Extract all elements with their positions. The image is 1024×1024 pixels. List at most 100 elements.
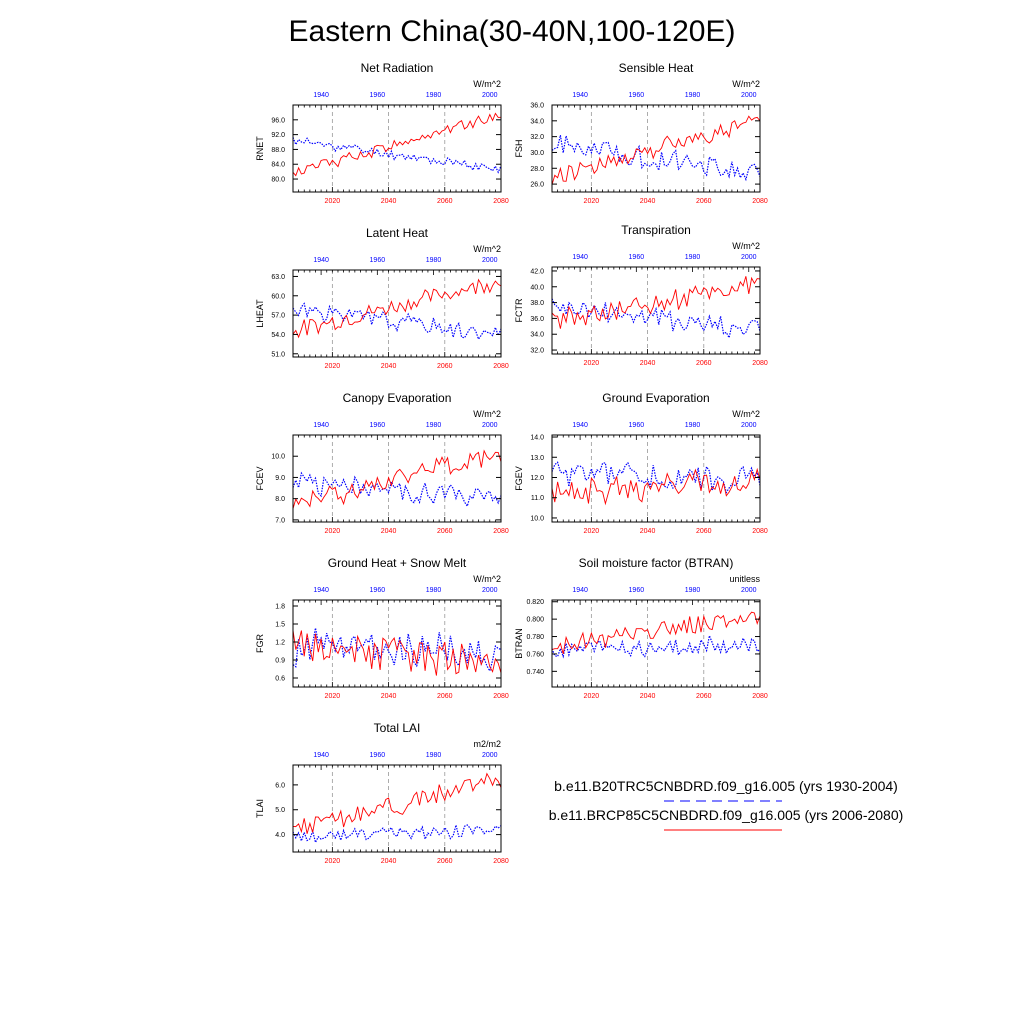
series-line-future <box>292 772 502 834</box>
x-tick-label-bottom: 2040 <box>381 858 397 865</box>
y-tick-label: 12.0 <box>530 475 544 482</box>
chart-panel-btran: Soil moisture factor (BTRAN) unitless BTRA… <box>514 556 768 700</box>
legend-label-historical: b.e11.B20TRC5CNBDRD.f09_g16.005 (yrs 193… <box>554 778 898 794</box>
plot-frame <box>551 599 761 688</box>
x-tick-label-top: 1940 <box>572 587 588 594</box>
x-tick-label-top: 1980 <box>685 92 701 99</box>
x-tick-label-bottom: 2060 <box>437 528 453 535</box>
y-tick-label: 54.0 <box>271 332 285 339</box>
x-tick-label-top: 1940 <box>313 257 329 264</box>
chart-units-label: W/m^2 <box>473 244 501 254</box>
chart-units-label: W/m^2 <box>473 574 501 584</box>
y-tick-label: 32.0 <box>530 134 544 141</box>
y-tick-label: 4.0 <box>275 832 285 839</box>
chart-title: Total LAI <box>374 721 421 735</box>
x-tick-label-bottom: 2020 <box>325 858 341 865</box>
x-tick-label-top: 1980 <box>685 254 701 261</box>
x-tick-label-top: 1940 <box>572 422 588 429</box>
y-tick-label: 34.0 <box>530 118 544 125</box>
chart-units-label: W/m^2 <box>732 409 760 419</box>
x-tick-label-bottom: 2040 <box>640 360 656 367</box>
y-tick-label: 14.0 <box>530 435 544 442</box>
x-tick-label-bottom: 2040 <box>640 693 656 700</box>
x-tick-label-bottom: 2040 <box>381 363 397 370</box>
x-tick-label-bottom: 2080 <box>493 693 509 700</box>
series-line-historical <box>292 627 502 673</box>
series-line-future <box>292 112 502 177</box>
x-tick-label-bottom: 2060 <box>696 198 712 205</box>
y-tick-label: 0.6 <box>275 676 285 683</box>
x-tick-label-top: 1940 <box>313 752 329 759</box>
y-tick-label: 40.0 <box>530 284 544 291</box>
y-tick-label: 30.0 <box>530 150 544 157</box>
x-tick-label-top: 1960 <box>370 422 386 429</box>
chart-panel-fcev: Canopy Evaporation W/m^2 FCEV 7.0 8.0 9.0 10.0… <box>255 391 509 535</box>
x-tick-label-bottom: 2020 <box>584 693 600 700</box>
chart-ylabel: TLAI <box>255 799 265 818</box>
x-tick-label-bottom: 2060 <box>437 198 453 205</box>
x-tick-label-bottom: 2060 <box>696 360 712 367</box>
y-tick-label: 63.0 <box>271 274 285 281</box>
chart-ylabel: FCTR <box>514 298 524 322</box>
x-tick-label-top: 1980 <box>426 92 442 99</box>
x-tick-label-bottom: 2060 <box>437 693 453 700</box>
chart-ylabel: FGEV <box>514 466 524 491</box>
plot-frame <box>551 104 761 193</box>
x-tick-label-bottom: 2080 <box>493 363 509 370</box>
chart-title: Latent Heat <box>366 226 429 240</box>
x-tick-label-top: 2000 <box>741 254 757 261</box>
x-tick-label-bottom: 2060 <box>696 693 712 700</box>
x-tick-label-bottom: 2020 <box>325 693 341 700</box>
y-tick-label: 0.9 <box>275 658 285 665</box>
chart-panel-fgev: Ground Evaporation W/m^2 FGEV 10.0 11.0 12.0 1… <box>514 391 768 535</box>
chart-title: Net Radiation <box>361 61 434 75</box>
legend-label-future: b.e11.BRCP85C5CNBDRD.f09_g16.005 (yrs 20… <box>549 807 904 823</box>
chart-title: Canopy Evaporation <box>343 391 452 405</box>
chart-units-label: unitless <box>729 574 760 584</box>
plot-frame <box>292 434 502 523</box>
x-tick-label-bottom: 2020 <box>584 528 600 535</box>
x-tick-label-bottom: 2080 <box>752 528 768 535</box>
x-tick-label-bottom: 2040 <box>381 198 397 205</box>
x-tick-label-top: 2000 <box>482 257 498 264</box>
y-tick-label: 96.0 <box>271 117 285 124</box>
x-tick-label-top: 1960 <box>370 587 386 594</box>
x-tick-label-bottom: 2020 <box>325 528 341 535</box>
series-line-future <box>292 278 502 339</box>
x-tick-label-top: 2000 <box>482 92 498 99</box>
y-tick-label: 0.800 <box>526 617 544 624</box>
x-tick-label-top: 1940 <box>572 92 588 99</box>
panel-grid: Net Radiation W/m^2 RNET 80.0 84.0 88.0 92.0 96… <box>255 61 768 865</box>
x-tick-label-bottom: 2020 <box>325 198 341 205</box>
x-tick-label-top: 2000 <box>741 92 757 99</box>
series-line-future <box>292 449 502 509</box>
series-line-future <box>551 276 761 329</box>
y-tick-label: 57.0 <box>271 313 285 320</box>
plot-frame <box>292 104 502 193</box>
y-tick-label: 9.0 <box>275 475 285 482</box>
x-tick-label-top: 2000 <box>741 422 757 429</box>
chart-ylabel: RNET <box>255 136 265 161</box>
series-line-historical <box>292 824 502 845</box>
x-tick-label-bottom: 2080 <box>493 858 509 865</box>
x-tick-label-bottom: 2020 <box>584 198 600 205</box>
plot-frame <box>292 599 502 688</box>
y-tick-label: 60.0 <box>271 293 285 300</box>
x-tick-label-bottom: 2020 <box>584 360 600 367</box>
y-tick-label: 26.0 <box>530 182 544 189</box>
chart-units-label: m2/m2 <box>473 739 501 749</box>
x-tick-label-top: 2000 <box>482 587 498 594</box>
x-tick-label-bottom: 2080 <box>493 528 509 535</box>
y-tick-label: 10.0 <box>530 515 544 522</box>
chart-panel-fctr: Transpiration W/m^2 FCTR 32.0 34.0 36.0 38.0 40… <box>514 223 768 367</box>
x-tick-label-bottom: 2040 <box>381 693 397 700</box>
y-tick-label: 10.0 <box>271 454 285 461</box>
y-tick-label: 1.2 <box>275 640 285 647</box>
x-tick-label-top: 1940 <box>313 92 329 99</box>
chart-panel-rnet: Net Radiation W/m^2 RNET 80.0 84.0 88.0 92.0 96… <box>255 61 509 205</box>
x-tick-label-top: 1960 <box>629 587 645 594</box>
y-tick-label: 0.740 <box>526 669 544 676</box>
y-tick-label: 13.0 <box>530 455 544 462</box>
x-tick-label-top: 1980 <box>685 422 701 429</box>
